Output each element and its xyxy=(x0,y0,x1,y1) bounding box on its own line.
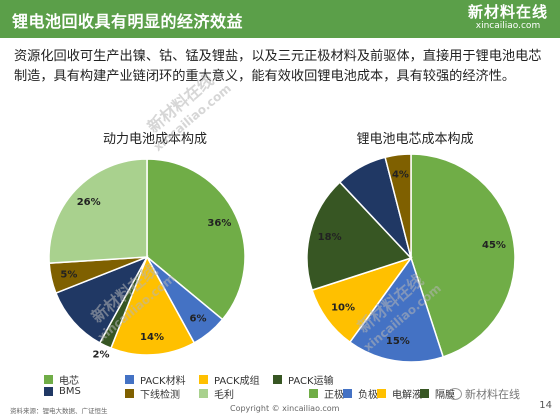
pie-chart-cell: 45% 15% 10% 18% 4% xyxy=(306,153,516,363)
legend-item-electrolyte: 电解液 xyxy=(377,386,422,401)
right-slice-0 xyxy=(410,153,516,358)
left-slice-6 xyxy=(48,158,148,264)
right-slice-3 xyxy=(306,181,413,292)
right-label-1: 15% xyxy=(386,336,410,347)
legend-item-cathode: 正极 xyxy=(309,386,344,401)
chart-title-left: 动力电池成本构成 xyxy=(102,132,207,147)
slide-title: 锂电池回收具有明显的经济效益 xyxy=(12,12,244,31)
legend-item-pack-assembly: PACK成组 xyxy=(199,372,260,387)
legend-item-dianxin: 电芯 xyxy=(44,372,79,387)
legend-item-pack-material: PACK材料 xyxy=(125,372,186,387)
body-paragraph: 资源化回收可生产出镍、钴、锰及锂盐，以及三元正极材料及前驱体，直接用于锂电池电芯… xyxy=(14,49,542,84)
legend-swatch xyxy=(199,375,208,384)
brand-logo: 新材料在线 xincailiao.com xyxy=(467,3,548,31)
right-label-5: 4% xyxy=(392,170,409,181)
legend-swatch xyxy=(44,387,53,396)
legend-swatch xyxy=(125,375,134,384)
legend-item-bms: BMS xyxy=(44,386,81,397)
legend-swatch xyxy=(420,389,429,398)
right-label-3: 18% xyxy=(318,232,342,243)
legend-swatch xyxy=(44,375,53,384)
left-label-1: 6% xyxy=(190,314,207,325)
legend-item-anode: 负极 xyxy=(343,386,378,401)
legend-item-pack-transport: PACK运输 xyxy=(273,372,334,387)
left-slice-4 xyxy=(54,255,149,344)
left-label-6: 26% xyxy=(77,197,101,208)
legend-swatch xyxy=(125,389,134,398)
pie-chart-power-battery: 36% 6% 14% 2% 5% 26% xyxy=(48,158,246,361)
left-label-3: 2% xyxy=(93,350,110,361)
left-label-5: 5% xyxy=(60,269,77,280)
header-bar: 锂电池回收具有明显的经济效益 新材料在线 xincailiao.com xyxy=(0,0,560,38)
right-slice-1 xyxy=(348,256,445,363)
left-label-2: 14% xyxy=(140,332,164,343)
wechat-badge: 新材料在线 xyxy=(448,386,520,402)
legend-swatch xyxy=(199,389,208,398)
legend-swatch xyxy=(377,389,386,398)
page-number: 14 xyxy=(539,400,552,411)
legend-item-separator: 隔膜 xyxy=(420,386,455,401)
right-label-2: 10% xyxy=(331,302,355,313)
legend-swatch xyxy=(309,389,318,398)
right-slice-5 xyxy=(384,153,412,259)
legend-item-gross-margin: 毛利 xyxy=(199,386,234,401)
left-slice-0 xyxy=(146,158,246,321)
chart-title-right: 锂电池电芯成本构成 xyxy=(356,132,474,147)
left-label-0: 36% xyxy=(207,218,231,229)
legend-item-inspection: 下线检测 xyxy=(125,386,180,401)
left-slice-2 xyxy=(109,255,196,356)
wechat-icon xyxy=(448,388,462,400)
source-note: 资料来源：锂电大数据、广证恒生 xyxy=(10,407,108,415)
legend-swatch xyxy=(343,389,352,398)
copyright: Copyright © xincailiao.com xyxy=(230,404,340,413)
right-label-0: 45% xyxy=(482,240,506,251)
legend-swatch xyxy=(273,375,282,384)
